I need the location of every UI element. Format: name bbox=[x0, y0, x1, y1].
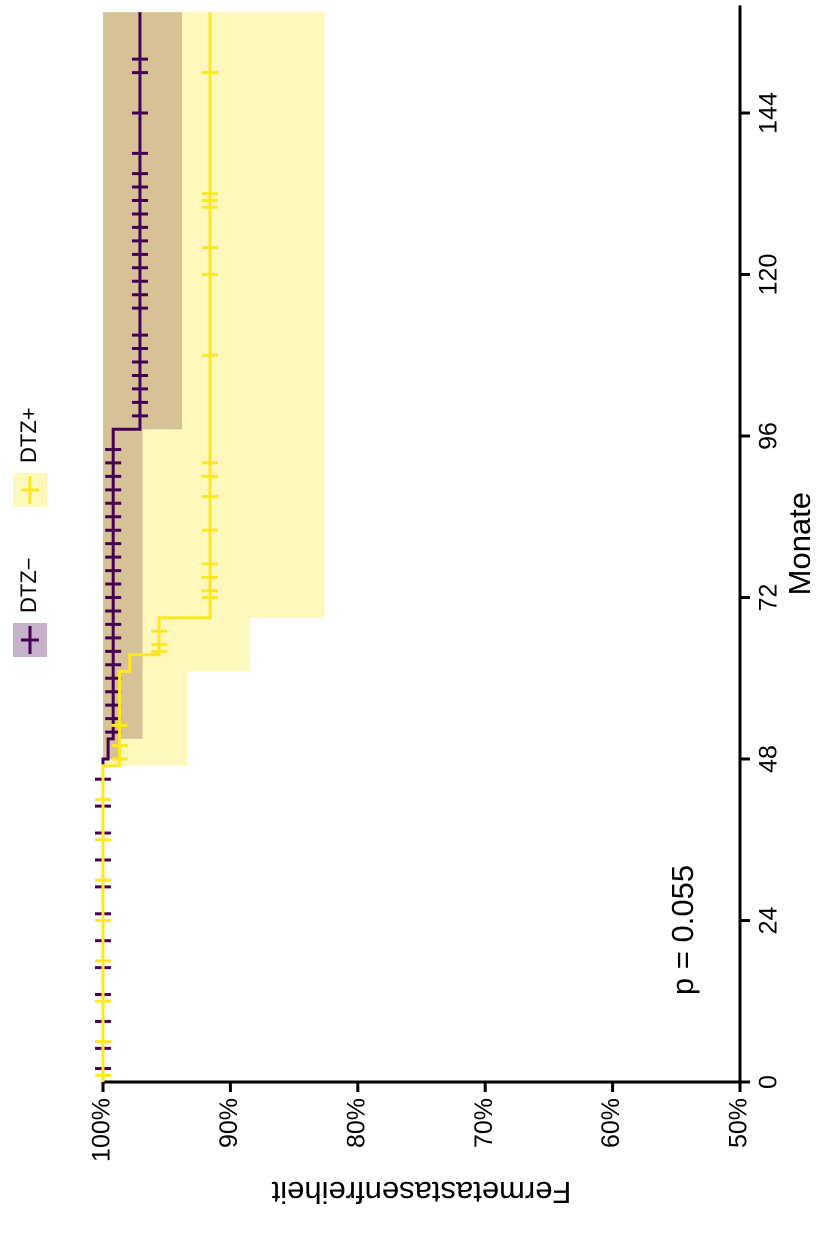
ci-band bbox=[103, 12, 325, 1082]
annotation: p = 0.055 bbox=[665, 865, 700, 995]
y-axis-label: Fermetastasenfreiheit bbox=[271, 1175, 571, 1210]
y-tick-label: 50% bbox=[725, 1098, 753, 1148]
y-tick-label: 70% bbox=[470, 1098, 498, 1148]
ci-band bbox=[103, 12, 182, 1082]
x-tick-label: 144 bbox=[755, 92, 783, 134]
legend-label: DTZ+ bbox=[16, 407, 41, 463]
survival-line bbox=[101, 12, 142, 1082]
y-tick-label: 90% bbox=[215, 1098, 243, 1148]
x-tick-label: 24 bbox=[755, 907, 783, 935]
legend-label: DTZ− bbox=[16, 557, 41, 613]
x-tick-label: 0 bbox=[755, 1075, 783, 1089]
x-tick-label: 96 bbox=[755, 422, 783, 450]
survival-line bbox=[101, 12, 212, 1082]
plot: 50% 60% 70% 80% 90% 100% 0 24 48 72 96 120 144 Monate… bbox=[13, 5, 817, 1210]
x-axis-label: Monate bbox=[782, 492, 817, 595]
x-tick-label: 120 bbox=[755, 254, 783, 296]
y-tick-label: 60% bbox=[597, 1098, 625, 1148]
y-tick-label: 80% bbox=[342, 1098, 370, 1148]
x-tick-label: 48 bbox=[755, 745, 783, 773]
y-tick-label: 100% bbox=[88, 1098, 116, 1162]
x-tick-label: 72 bbox=[755, 584, 783, 612]
